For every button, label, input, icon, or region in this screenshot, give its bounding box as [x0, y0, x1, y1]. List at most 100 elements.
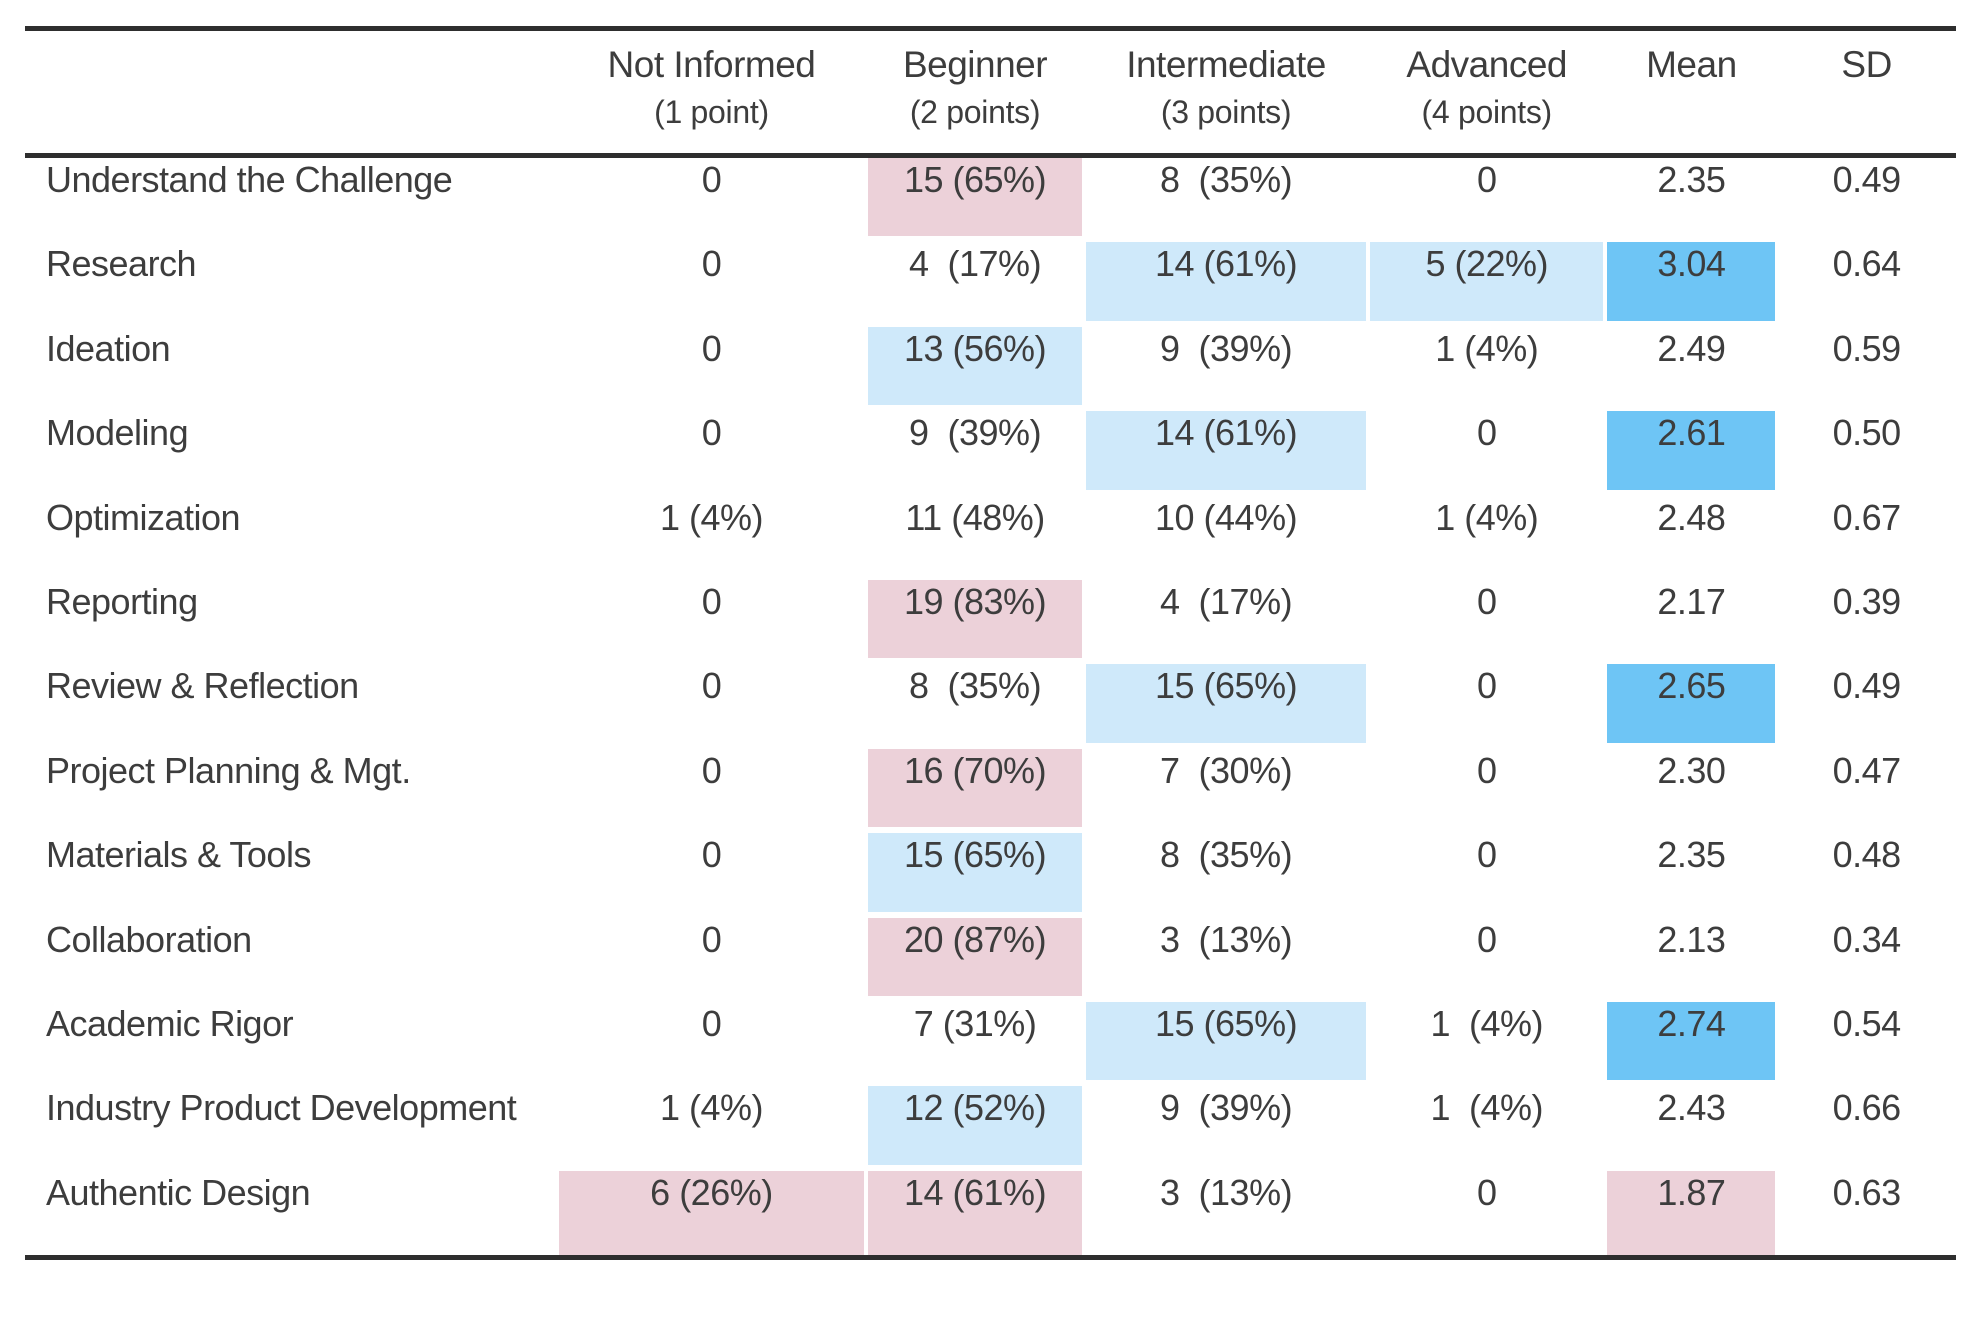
table-cell-beginner: 8 (35%)	[866, 664, 1084, 748]
cell-value: 16 (70%)	[903, 749, 1047, 791]
table-cell-advanced: 0	[1368, 918, 1606, 1002]
cell-value: 1 (4%)	[659, 496, 764, 538]
table-cell-mean: 2.74	[1605, 1001, 1777, 1086]
table-cell-intermediate: 7 (30%)	[1084, 749, 1368, 833]
table-cell-beginner: 4 (17%)	[866, 242, 1084, 326]
table-cell-intermediate: 4 (17%)	[1084, 580, 1368, 664]
cell-value: 8 (35%)	[1160, 834, 1293, 876]
row-label-cell: Optimization	[25, 496, 557, 580]
header-cell-sd: SD	[1777, 31, 1956, 153]
table-cell-advanced: 0	[1368, 749, 1606, 833]
cell-value: 0.39	[1832, 580, 1902, 622]
row-label-cell: Research	[25, 242, 557, 326]
cell-value: 3 (13%)	[1160, 918, 1293, 960]
column-label: Not Informed	[607, 44, 816, 85]
table-cell-beginner: 12 (52%)	[866, 1086, 1084, 1170]
table-cell-intermediate: 3 (13%)	[1084, 1171, 1368, 1255]
table-cell-intermediate: 8 (35%)	[1084, 833, 1368, 917]
cell-value: 14 (61%)	[1155, 412, 1298, 454]
cell-value: 0	[701, 580, 722, 622]
table-cell-beginner: 11 (48%)	[866, 496, 1084, 580]
cell-value: 2.49	[1657, 327, 1726, 369]
cell-value: 0	[1476, 580, 1497, 622]
highlight-pink	[867, 917, 1083, 996]
row-label-cell: Modeling	[25, 411, 557, 495]
cell-value: 8 (35%)	[1160, 159, 1293, 200]
table-cell-advanced: 1 (4%)	[1368, 496, 1606, 580]
table-cell-advanced: 0	[1368, 833, 1606, 917]
cell-value: 1 (4%)	[1435, 496, 1539, 538]
row-label-cell: Understand the Challenge	[25, 158, 557, 242]
table-cell-not-informed: 1 (4%)	[557, 496, 866, 580]
table-row: Review & Reflection 0 8 (35%) 15 (65%) 0 2.65…	[25, 664, 1956, 748]
table-row: Optimization 1 (4%) 11 (48%) 10 (44%) 1 (4%)…	[25, 496, 1956, 580]
header-cell-empty	[25, 31, 557, 153]
table-cell-mean: 2.35	[1605, 833, 1777, 917]
cell-value: 13 (56%)	[903, 327, 1047, 369]
table-cell-advanced: 0	[1368, 664, 1606, 748]
cell-value: 1 (4%)	[1430, 1087, 1543, 1129]
cell-value: 0.64	[1832, 243, 1902, 285]
cell-value: 4 (17%)	[909, 243, 1042, 285]
cell-value: 7 (31%)	[913, 1002, 1037, 1044]
table-row: Project Planning & Mgt. 0 16 (70%) 7 (30%) 0…	[25, 748, 1956, 833]
table-cell-sd: 0.34	[1777, 918, 1956, 1002]
table-cell-sd: 0.49	[1777, 158, 1956, 242]
cell-value: 6 (26%)	[650, 1171, 773, 1213]
cell-value: 0	[701, 918, 722, 960]
highlight-blue	[1607, 411, 1776, 490]
table-cell-intermediate: 15 (65%)	[1084, 664, 1368, 748]
table-cell-mean: 2.43	[1605, 1086, 1777, 1170]
column-sublabel: (4 points)	[1421, 94, 1553, 130]
table-cell-not-informed: 0	[557, 1002, 866, 1086]
highlight-light_blue	[1369, 242, 1604, 321]
table-cell-advanced: 0	[1368, 411, 1606, 495]
header-rule	[25, 153, 1956, 158]
row-label: Project Planning & Mgt.	[46, 749, 411, 791]
cell-value: 20 (87%)	[903, 918, 1047, 960]
cell-value: 0	[1476, 918, 1497, 960]
table-cell-mean: 2.48	[1605, 496, 1777, 580]
highlight-pink	[867, 579, 1083, 659]
column-sublabel: (3 points)	[1160, 94, 1292, 130]
header-cell-mean: Mean	[1605, 31, 1777, 153]
table-cell-intermediate: 14 (61%)	[1084, 242, 1368, 326]
table-cell-intermediate: 8 (35%)	[1084, 158, 1368, 242]
highlight-light_blue	[1086, 242, 1366, 321]
column-sublabel: (2 points)	[909, 94, 1041, 130]
cell-value: 2.13	[1657, 918, 1726, 960]
highlight-pink	[867, 158, 1083, 237]
cell-value: 12 (52%)	[903, 1087, 1047, 1129]
highlight-blue	[1607, 242, 1776, 321]
cell-value: 14 (61%)	[903, 1171, 1047, 1213]
table-row: Understand the Challenge 0 15 (65%) 8 (35%)…	[25, 158, 1956, 242]
table-cell-beginner: 13 (56%)	[866, 326, 1084, 411]
highlight-pink	[867, 1170, 1083, 1256]
cell-value: 0.54	[1832, 1002, 1902, 1044]
cell-value: 0.63	[1832, 1171, 1902, 1213]
row-label: Authentic Design	[46, 1171, 311, 1213]
table-cell-intermediate: 3 (13%)	[1084, 918, 1368, 1002]
row-label: Materials & Tools	[46, 834, 311, 876]
cell-value: 0.49	[1832, 665, 1902, 707]
table-row: Materials & Tools 0 15 (65%) 8 (35%) 0 2.35 0.…	[25, 833, 1956, 917]
cell-value: 15 (65%)	[1155, 665, 1298, 707]
cell-value: 4 (17%)	[1160, 580, 1293, 622]
cell-value: 2.43	[1657, 1087, 1726, 1129]
highlight-blue	[1607, 1001, 1776, 1081]
cell-value: 0.50	[1832, 412, 1902, 454]
table-cell-intermediate: 14 (61%)	[1084, 411, 1368, 495]
table-body: Understand the Challenge 0 15 (65%) 8 (35%)…	[25, 158, 1956, 1256]
table-cell-mean: 2.49	[1605, 327, 1777, 411]
cell-value: 8 (35%)	[909, 665, 1042, 707]
table-row: Authentic Design 6 (26%) 14 (61%) 3 (13%) 0 1…	[25, 1170, 1956, 1256]
highlight-light_blue	[1086, 1001, 1366, 1081]
row-label: Academic Rigor	[46, 1002, 294, 1044]
row-label: Understand the Challenge	[46, 159, 453, 200]
table-cell-not-informed: 0	[557, 918, 866, 1002]
highlight-blue	[1607, 664, 1776, 743]
table-cell-beginner: 15 (65%)	[866, 833, 1084, 917]
table-cell-sd: 0.64	[1777, 242, 1956, 326]
cell-value: 0	[701, 834, 722, 876]
cell-value: 0	[1476, 159, 1497, 200]
